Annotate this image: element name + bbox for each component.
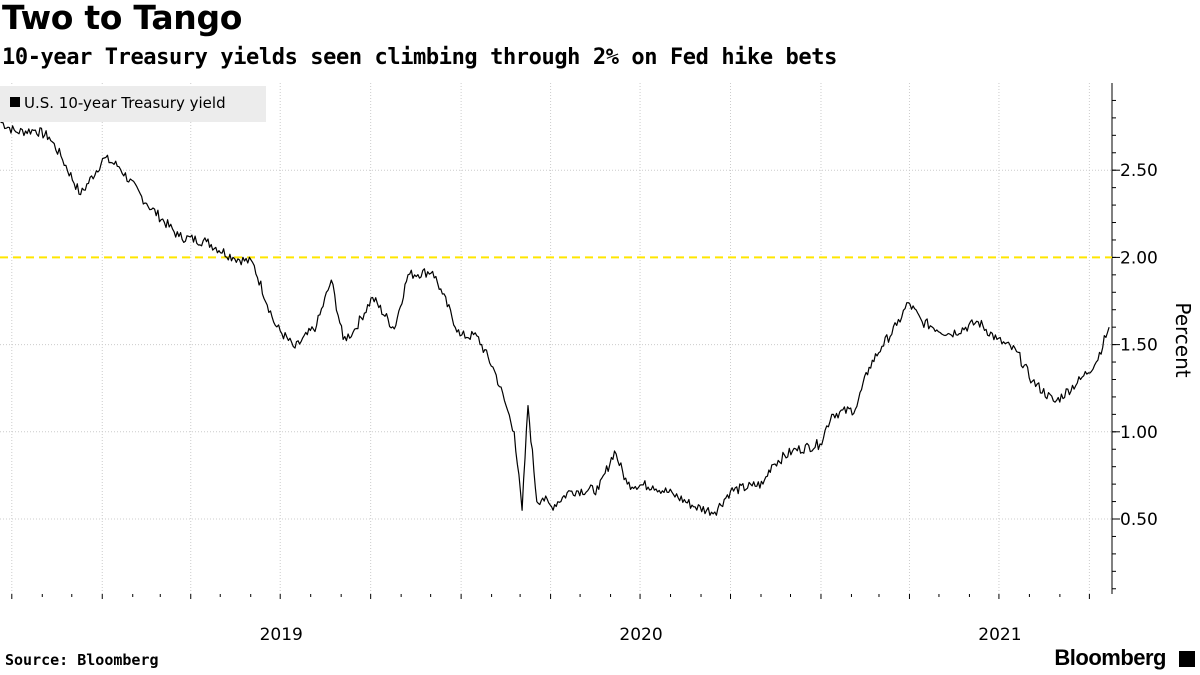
legend: U.S. 10-year Treasury yield [0,86,266,122]
y-tick-label: 2.50 [1120,161,1158,181]
y-axis-title: Percent [1171,302,1195,377]
grid-lines [0,83,1112,594]
brand-logo: Bloomberg [1054,645,1166,670]
series-line-treasury-yield [0,120,1110,516]
x-tick-label: 2021 [978,625,1021,640]
legend-background [0,86,266,122]
y-tick-label: 2.00 [1120,248,1158,268]
brand-mark-icon [1179,651,1195,667]
source-note: Source: Bloomberg [5,651,159,669]
legend-label: U.S. 10-year Treasury yield [24,94,226,112]
line-chart: 0.50 1.00 1.50 2.00 2.50 2019 2020 2021 U.S. 10… [0,83,1195,640]
x-tick-label: 2019 [260,625,303,640]
chart-subtitle: 10-year Treasury yields seen climbing th… [2,45,837,70]
series-layer [0,120,1110,516]
chart-title: Two to Tango [2,0,243,37]
y-tick-label: 1.00 [1120,423,1158,443]
y-tick-label: 0.50 [1120,510,1158,530]
legend-swatch [10,97,20,107]
x-tick-label: 2020 [619,625,662,640]
axes: 0.50 1.00 1.50 2.00 2.50 2019 2020 2021 [11,83,1158,640]
y-tick-label: 1.50 [1120,336,1158,356]
